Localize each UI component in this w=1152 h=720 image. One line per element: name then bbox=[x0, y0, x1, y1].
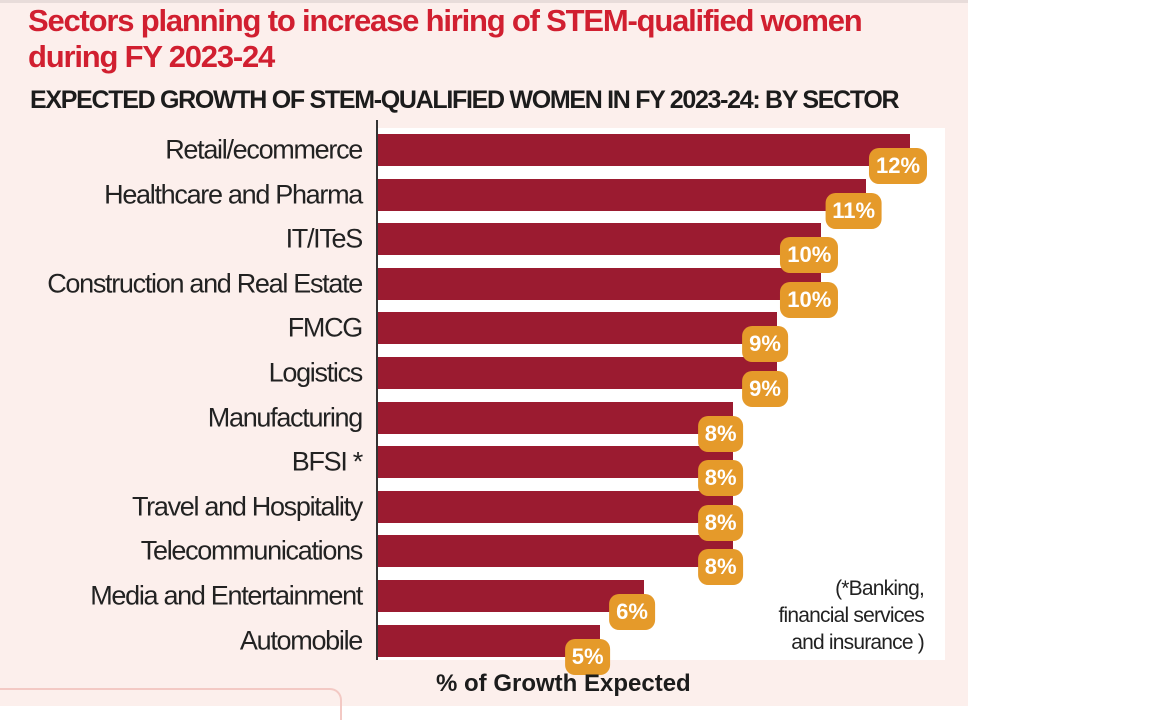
category-label: Manufacturing bbox=[207, 402, 364, 433]
footnote-line: financial services bbox=[778, 604, 925, 627]
top-border bbox=[0, 0, 968, 3]
bar bbox=[378, 624, 600, 657]
bar bbox=[378, 178, 866, 211]
data-label: 10% bbox=[780, 281, 839, 318]
bar bbox=[378, 357, 777, 389]
footnote-line: and insurance ) bbox=[791, 631, 925, 654]
bar bbox=[378, 134, 910, 166]
category-label: Logistics bbox=[268, 357, 364, 388]
bar bbox=[378, 312, 777, 345]
category-label: BFSI * bbox=[291, 446, 364, 477]
category-label: Media and Entertainment bbox=[90, 580, 363, 611]
category-label: FMCG bbox=[287, 312, 364, 343]
decorative-border bbox=[0, 688, 342, 720]
bar bbox=[378, 401, 733, 434]
category-label: Construction and Real Estate bbox=[47, 268, 363, 299]
y-axis-line bbox=[376, 120, 378, 660]
bar bbox=[378, 580, 644, 612]
category-label: Healthcare and Pharma bbox=[104, 179, 363, 210]
data-label: 5% bbox=[564, 638, 611, 675]
data-label: 6% bbox=[609, 594, 655, 630]
category-label: Automobile bbox=[239, 625, 363, 656]
data-label: 9% bbox=[742, 326, 788, 363]
bar bbox=[378, 535, 733, 568]
bar bbox=[378, 490, 733, 523]
data-label: 12% bbox=[868, 148, 928, 184]
footnote-line: (*Banking, bbox=[835, 577, 925, 600]
data-label: 8% bbox=[697, 504, 744, 541]
footnote: (*Banking, financial services and insura… bbox=[779, 575, 925, 656]
bar bbox=[378, 223, 822, 256]
data-label: 10% bbox=[780, 237, 839, 274]
headline-line-2: during FY 2023-24 bbox=[28, 39, 275, 74]
category-label: Travel and Hospitality bbox=[131, 491, 363, 522]
bar bbox=[378, 267, 822, 300]
data-label: 8% bbox=[697, 460, 744, 497]
headline-line-1: Sectors planning to increase hiring of S… bbox=[28, 3, 863, 38]
data-label: 8% bbox=[697, 549, 744, 586]
data-label: 8% bbox=[697, 415, 744, 452]
data-label: 9% bbox=[742, 371, 788, 407]
category-label: IT/ITeS bbox=[285, 223, 364, 254]
data-label: 11% bbox=[825, 192, 883, 229]
x-axis-label: % of Growth Expected bbox=[436, 670, 691, 697]
category-label: Telecommunications bbox=[140, 535, 364, 566]
chart-title: EXPECTED GROWTH OF STEM-QUALIFIED WOMEN … bbox=[30, 86, 900, 114]
category-label: Retail/ecommerce bbox=[165, 134, 363, 165]
bar bbox=[378, 446, 733, 479]
